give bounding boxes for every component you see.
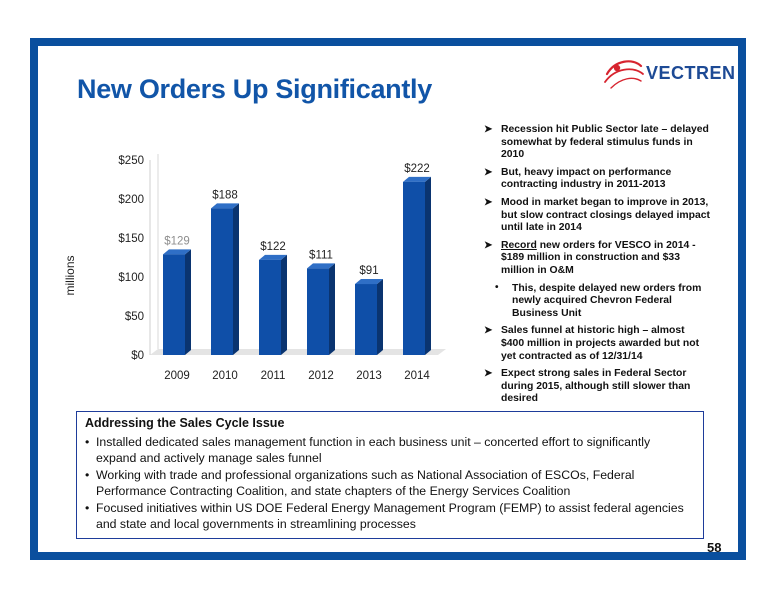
bar-top [259,254,287,260]
arrow-bullet-icon: ➤ [484,124,493,135]
sales-cycle-item-text: Installed dedicated sales management fun… [96,435,651,465]
x-tick-label: 2012 [308,370,334,382]
arrow-bullet-icon: ➤ [484,325,493,337]
bar [403,181,425,355]
bar-side [329,263,335,355]
dot-bullet-icon: • [85,501,90,515]
bar-side [185,249,191,355]
bullet-item: ➤ Expect strong sales in Federal Sector d… [484,368,710,406]
bar-top [163,249,191,255]
y-tick-label: $250 [118,155,144,167]
chart-floor [150,349,446,355]
dot-bullet-icon: • [495,281,499,293]
x-tick-label: 2013 [356,370,382,382]
arrow-bullet-icon: ➤ [484,368,493,380]
bar-data-label: $129 [164,235,190,247]
bar-top [307,263,335,269]
y-tick-label: $200 [118,194,144,206]
sub-bullet-item: • This, despite delayed new orders from n… [484,281,710,321]
logo-wordmark: VECTREN [646,63,736,83]
bullet-text: But, heavy impact on performance contrac… [501,166,672,191]
sales-cycle-item: • Focused initiatives within US DOE Fede… [85,501,685,532]
bullet-text: new orders for VESCO in 2014 - $189 mill… [501,239,696,276]
x-tick-label: 2010 [212,370,238,382]
bar-data-label: $222 [404,163,430,175]
y-tick-label: $0 [131,350,144,362]
dot-bullet-icon: • [85,435,90,449]
y-tick-label: $150 [118,233,144,245]
bullet-item: ➤ Record new orders for VESCO in 2014 - $… [484,240,710,278]
bullet-text: Expect strong sales in Federal Sector du… [501,368,691,405]
bar-side [233,203,239,355]
bar-side [425,176,431,355]
bar-data-label: $91 [359,265,378,277]
bar [307,268,329,355]
y-tick-label: $100 [118,272,144,284]
bar-top [211,203,239,209]
bar-data-label: $122 [260,241,286,253]
sales-cycle-box: Addressing the Sales Cycle Issue • Insta… [76,411,704,539]
sales-cycle-item: • Installed dedicated sales management f… [85,435,685,466]
bullet-text: Recession hit Public Sector late – delay… [501,124,709,161]
bar [163,254,185,355]
y-axis-title: millions [63,255,77,295]
bar-side [281,254,287,355]
bullet-text: This, despite delayed new orders from ne… [512,282,702,319]
arrow-bullet-icon: ➤ [484,196,493,208]
bullet-item: ➤ Mood in market began to improve in 2013… [484,197,710,235]
vectren-logo-icon [604,60,644,89]
bar-side [377,279,383,355]
sales-cycle-box-title: Addressing the Sales Cycle Issue [85,416,285,430]
dot-bullet-icon: • [85,468,90,482]
new-orders-bar-chart: $0 $50 $100 $150 $200 $250 millions $129 2009 $18… [63,154,446,382]
bar-top [403,176,431,182]
x-tick-label: 2011 [261,370,286,382]
arrow-bullet-icon: ➤ [484,239,493,251]
bullet-item: ➤ Sales funnel at historic high – almost … [484,325,710,363]
bar-data-label: $111 [309,249,333,261]
x-tick-label: 2014 [404,370,430,382]
sales-cycle-item: • Working with trade and professional or… [85,468,685,499]
sales-cycle-item-text: Focused initiatives within US DOE Federa… [96,501,684,531]
bar [259,259,281,355]
bullet-text: Sales funnel at historic high – almost $… [501,325,700,362]
bullet-list: ➤ Recession hit Public Sector late – dela… [484,124,710,411]
bar [211,208,233,355]
bullet-item: ➤ Recession hit Public Sector late – dela… [484,124,710,162]
sales-cycle-item-text: Working with trade and professional orga… [96,468,635,498]
bar-data-label: $188 [212,189,238,201]
bar-top [355,279,383,285]
bar [355,284,377,355]
slide-title: New Orders Up Significantly [77,74,432,104]
y-tick-label: $50 [125,311,144,323]
bullet-text: Mood in market began to improve in 2013,… [501,196,711,234]
bullet-text: Record [501,239,537,251]
bullet-item: ➤ But, heavy impact on performance contra… [484,167,710,192]
x-tick-label: 2009 [164,370,190,382]
page-number: 58 [707,540,722,555]
arrow-bullet-icon: ➤ [484,166,493,178]
